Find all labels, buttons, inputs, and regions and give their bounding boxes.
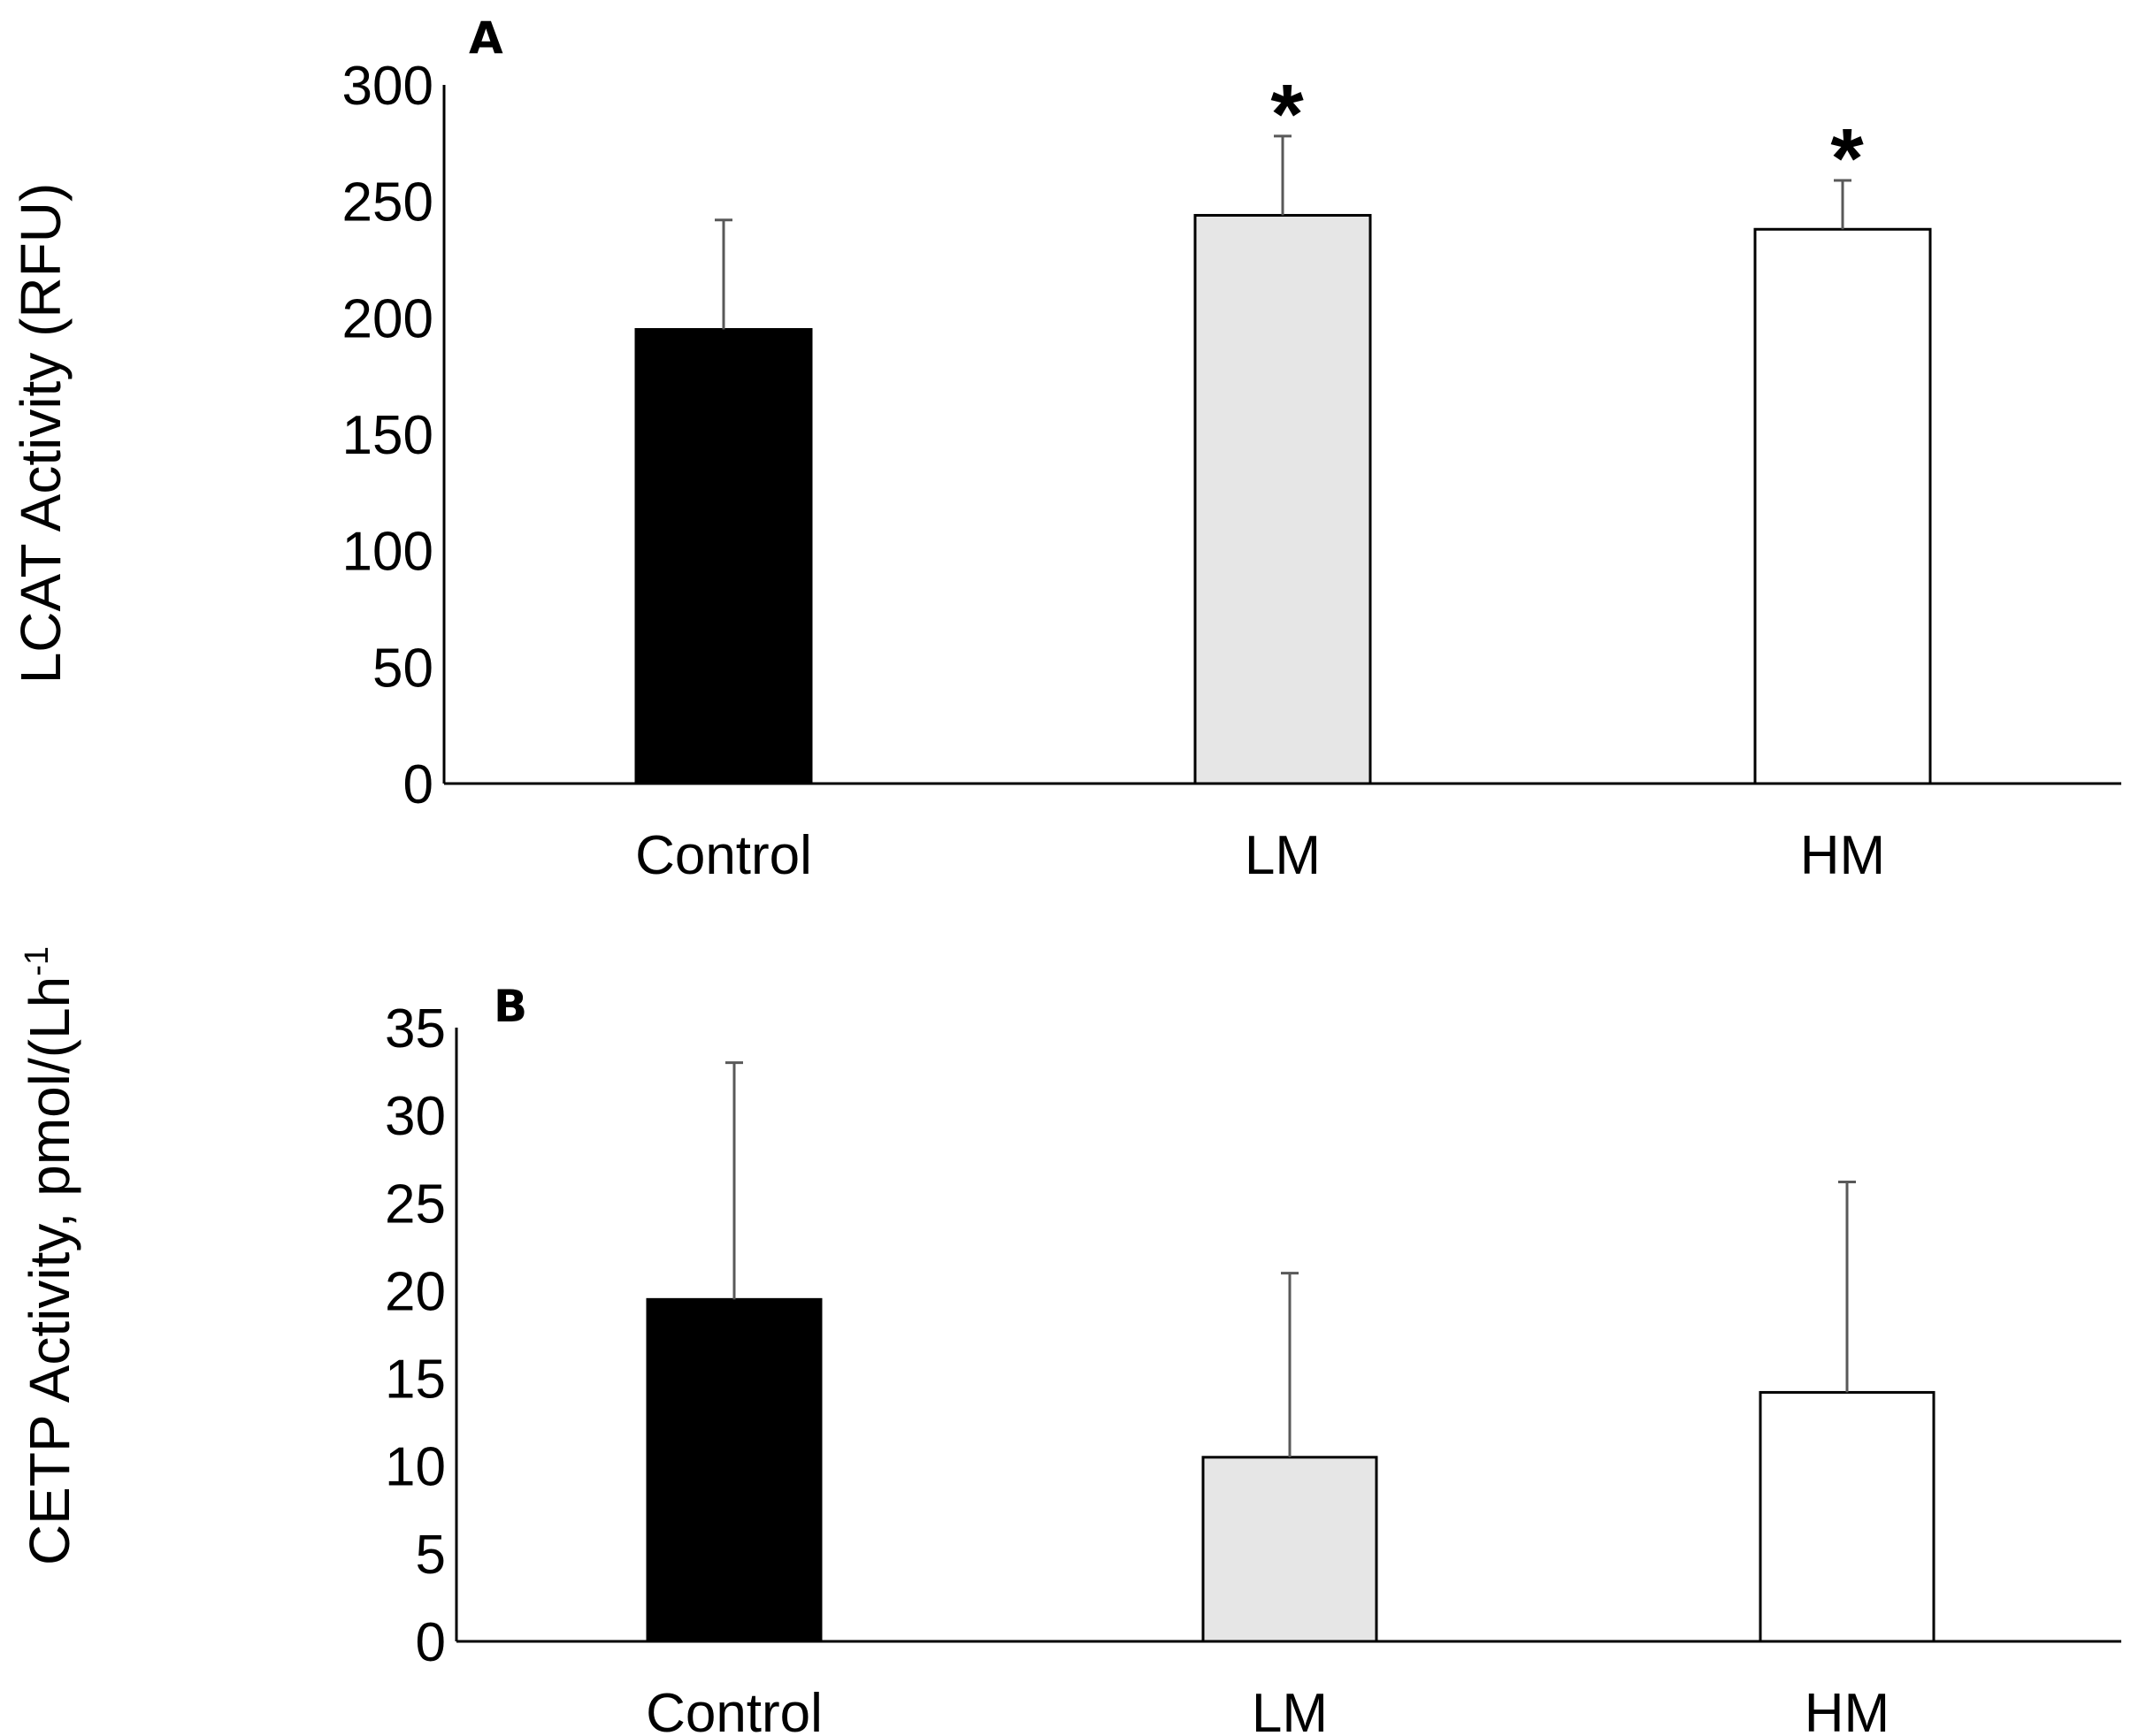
panel-a-y-tick-label: 200 — [342, 288, 433, 349]
panel-a-significance-mark-hm: * — [1830, 111, 1864, 206]
panel-b-y-tick-label: 20 — [385, 1261, 446, 1322]
panel-a-chart: A LCAT Activity (RFU) 0 50 100 150 200 250 300… — [9, 12, 2121, 886]
panel-b-bar-hm — [1759, 1390, 1936, 1643]
panel-a-bar-hm — [1753, 227, 1932, 785]
panel-a-y-tick-label: 300 — [342, 56, 433, 117]
panel-b-y-tick-label: 10 — [385, 1437, 446, 1498]
panel-b-y-axis-title-main: CETP Activity, pmol/(Lh — [18, 976, 81, 1565]
panel-b-error-bar-control — [725, 1061, 743, 1300]
panel-b-y-tick-label: 5 — [416, 1525, 446, 1586]
panel-b-y-tick-label: 15 — [385, 1350, 446, 1411]
panel-b-error-bar-hm — [1838, 1180, 1856, 1393]
panel-a-category-label-hm: HM — [1800, 825, 1885, 886]
panel-a-letter: A — [469, 12, 503, 64]
panel-b-y-axis-title: CETP Activity, pmol/(Lh-1 — [18, 946, 81, 1565]
panel-a-category-label-control: Control — [635, 825, 812, 886]
panel-b-bar-lm — [1201, 1456, 1378, 1643]
panel-a-y-tick-label: 250 — [342, 172, 433, 233]
panel-b-y-axis-title-sup: -1 — [19, 946, 56, 976]
panel-a-error-bar-hm — [1834, 179, 1851, 230]
panel-a-y-tick-label: 0 — [403, 754, 433, 815]
panel-b-error-bar-lm — [1281, 1272, 1299, 1457]
panel-a-y-tick-label: 150 — [342, 405, 433, 466]
panel-a-bar-lm — [1193, 213, 1372, 785]
panel-b-letter: B — [494, 981, 527, 1032]
panel-b-category-label-hm: HM — [1805, 1683, 1890, 1736]
panel-b-bar-control — [646, 1297, 823, 1643]
panel-a-significance-mark-lm: * — [1270, 67, 1304, 162]
panel-a-error-bar-lm — [1274, 134, 1292, 216]
panel-a-y-tick-label: 50 — [372, 638, 433, 699]
panel-a-y-tick-label: 100 — [342, 522, 433, 583]
panel-a-bar-control — [634, 328, 813, 785]
panel-a-category-label-lm: LM — [1245, 825, 1321, 886]
panel-a-error-bar-control — [715, 218, 732, 330]
panel-b-y-tick-label: 35 — [385, 998, 446, 1059]
panel-b-y-tick-label: 25 — [385, 1174, 446, 1235]
panel-b-category-label-lm: LM — [1252, 1683, 1328, 1736]
panel-b-y-tick-label: 0 — [416, 1612, 446, 1673]
panel-a-y-axis-title: LCAT Activity (RFU) — [9, 183, 73, 684]
panel-b-category-label-control: Control — [646, 1683, 823, 1736]
panel-b-chart: B CETP Activity, pmol/(Lh-1 0 5 10 15 20 25 30… — [18, 946, 2121, 1736]
panel-b-y-tick-label: 30 — [385, 1086, 446, 1147]
